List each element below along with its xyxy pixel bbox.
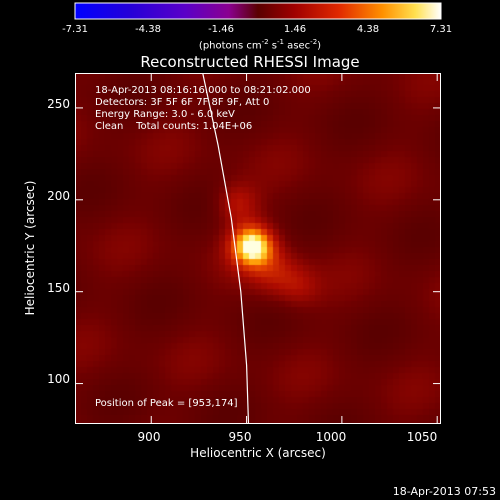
x-tick-label: 1050 xyxy=(406,430,438,444)
y-tick-label: 150 xyxy=(47,281,70,295)
info-time-range: 18-Apr-2013 08:16:16.000 to 08:21:02.000 xyxy=(95,85,311,96)
x-axis-label: Heliocentric X (arcsec) xyxy=(190,446,326,460)
x-tick-label: 1000 xyxy=(315,430,347,444)
colorbar-tick-label: 4.38 xyxy=(356,24,380,35)
colorbar-tick-label: -1.46 xyxy=(208,24,234,35)
y-axis-label: Heliocentric Y (arcsec) xyxy=(23,180,37,316)
solar-limb-line xyxy=(202,73,250,424)
y-tick-label: 200 xyxy=(47,189,70,203)
plot-title: Reconstructed RHESSI Image xyxy=(140,53,360,71)
info-detectors: Detectors: 3F 5F 6F 7F 8F 9F, Att 0 xyxy=(95,97,270,108)
info-energy-range: Energy Range: 3.0 - 6.0 keV xyxy=(95,109,235,120)
plot-frame xyxy=(75,73,441,424)
y-tick-label: 100 xyxy=(47,372,70,386)
plot-overlay xyxy=(75,73,441,424)
plot-area: 18-Apr-2013 08:16:16.000 to 08:21:02.000… xyxy=(75,73,441,424)
y-tick-label: 250 xyxy=(47,97,70,111)
heatmap-image xyxy=(75,73,441,424)
timestamp: 18-Apr-2013 07:53 xyxy=(392,485,496,498)
colorbar-tick-label: -4.38 xyxy=(135,24,161,35)
colorbar-tick-label: -7.31 xyxy=(62,24,88,35)
peak-position-label: Position of Peak = [953,174] xyxy=(95,398,238,409)
x-tick-label: 950 xyxy=(228,430,252,444)
info-clean-counts: Clean Total counts: 1.04E+06 xyxy=(95,121,253,132)
colorbar-tick-label: 1.46 xyxy=(283,24,307,35)
colorbar-unit-label: (photons cm-2 s-1 asec-2) xyxy=(198,38,322,52)
colorbar xyxy=(74,2,442,20)
x-tick-label: 900 xyxy=(137,430,161,444)
colorbar-tick-label: 7.31 xyxy=(429,24,453,35)
